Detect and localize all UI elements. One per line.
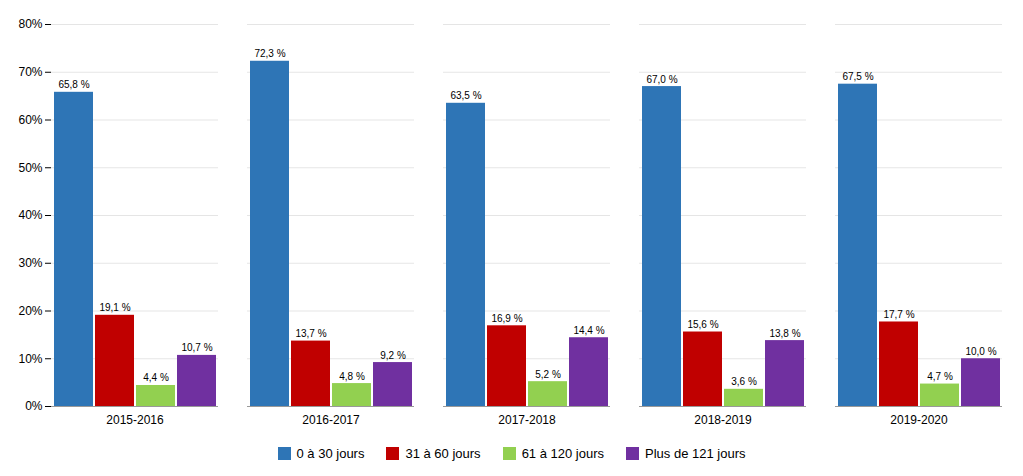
svg-text:2015-2016: 2015-2016: [106, 413, 164, 427]
svg-text:70%: 70%: [18, 65, 42, 79]
svg-text:20%: 20%: [18, 304, 42, 318]
svg-text:4,7 %: 4,7 %: [927, 371, 953, 382]
svg-text:63,5 %: 63,5 %: [450, 90, 481, 101]
svg-text:14,4 %: 14,4 %: [573, 325, 604, 336]
svg-text:2016-2017: 2016-2017: [302, 413, 360, 427]
svg-text:13,8 %: 13,8 %: [769, 328, 800, 339]
svg-text:10,7 %: 10,7 %: [181, 342, 212, 353]
svg-text:3,6 %: 3,6 %: [731, 376, 757, 387]
html-text:31 à 60 jours: 31 à 60 jours: [405, 446, 481, 461]
svg-text:50%: 50%: [18, 161, 42, 175]
svg-text:17,7 %: 17,7 %: [883, 309, 914, 320]
svg-text:4,4 %: 4,4 %: [143, 372, 169, 383]
svg-text:80%: 80%: [18, 17, 42, 31]
svg-text:15,6 %: 15,6 %: [687, 319, 718, 330]
svg-text:4,8 %: 4,8 %: [339, 371, 365, 382]
svg-text:67,0 %: 67,0 %: [646, 74, 677, 85]
svg-text:10,0 %: 10,0 %: [965, 346, 996, 357]
html-text:61 à 120 jours: 61 à 120 jours: [521, 446, 604, 461]
svg-text:0%: 0%: [25, 399, 43, 413]
svg-text:2019-2020: 2019-2020: [890, 413, 948, 427]
html-text:Plus de 121 jours: Plus de 121 jours: [645, 446, 746, 461]
svg-text:19,1 %: 19,1 %: [99, 302, 130, 313]
svg-text:9,2 %: 9,2 %: [380, 350, 406, 361]
svg-text:67,5 %: 67,5 %: [842, 71, 873, 82]
svg-text:30%: 30%: [18, 256, 42, 270]
svg-text:5,2 %: 5,2 %: [535, 369, 561, 380]
html-text:0 à 30 jours: 0 à 30 jours: [296, 446, 365, 461]
svg-text:10%: 10%: [18, 352, 42, 366]
svg-text:2017-2018: 2017-2018: [498, 413, 556, 427]
svg-text:40%: 40%: [18, 208, 42, 222]
svg-text:16,9 %: 16,9 %: [491, 313, 522, 324]
svg-text:60%: 60%: [18, 113, 42, 127]
svg-text:13,7 %: 13,7 %: [295, 328, 326, 339]
svg-text:2018-2019: 2018-2019: [694, 413, 752, 427]
svg-text:65,8 %: 65,8 %: [58, 79, 89, 90]
svg-text:72,3 %: 72,3 %: [254, 48, 285, 59]
